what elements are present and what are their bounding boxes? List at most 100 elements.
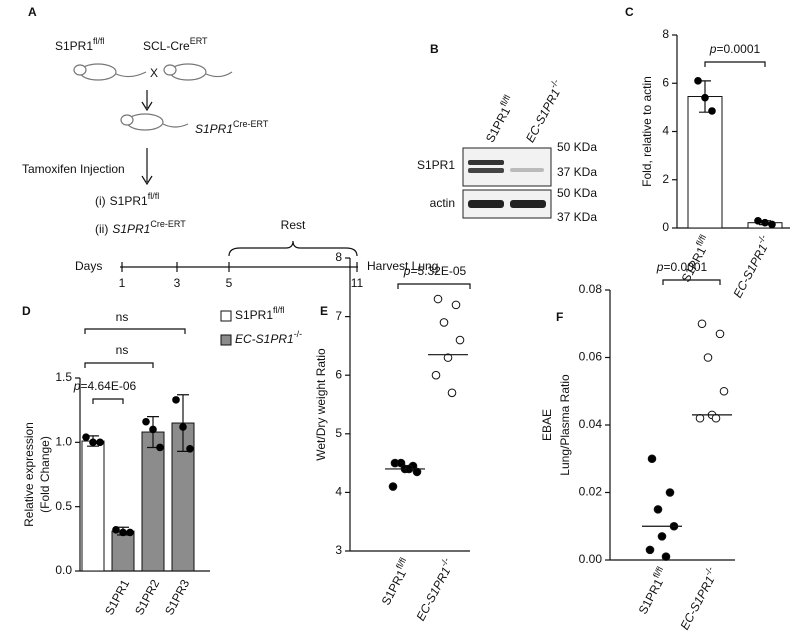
data-point [665,488,675,497]
y-tick-label: 2 [662,172,669,186]
y-axis-title: Relative expression [22,422,36,527]
mouse-icon [163,63,233,81]
superscript: -/- [439,556,452,568]
data-point [455,335,465,345]
data-point [149,425,157,434]
data-point [708,107,716,115]
data-point [715,329,725,339]
x-tick-label: S1PR1 [102,577,132,617]
annotation: p=0.0001 [709,42,761,56]
data-point [701,93,709,102]
annotation: ns [116,343,129,357]
x-tick-label: S1PR3 [162,577,192,617]
y-tick-label: 7 [335,309,342,323]
text-part: p [656,260,664,274]
data-point [694,77,702,85]
data-point [388,482,398,491]
data-point [661,552,671,561]
superscript: Cre-ERT [233,119,269,129]
panel-label: D [22,304,31,318]
text-part: p [709,42,717,56]
data-point [186,444,194,453]
end-label: Harvest Lung [367,259,438,273]
day-label: 3 [174,276,181,290]
band [468,168,504,173]
data-point [451,300,461,310]
superscript: -/- [756,233,769,245]
bar [81,440,105,572]
y-tick-label: 0.5 [55,499,72,513]
data-point [156,443,164,452]
y-tick-label: 1.5 [55,370,72,384]
text-part: =0.0001 [716,42,760,56]
significance-bracket [662,279,721,285]
text-part: S1PR3 [162,577,192,617]
timeline-label: Days [75,259,102,273]
day-label: 11 [351,276,364,290]
data-point [433,294,443,304]
mouse-icon [120,113,189,131]
y-tick-label: 0 [662,220,669,234]
genotype-label: S1PR1Cre-ERT [195,119,269,136]
y-tick-label: 1.0 [55,435,72,449]
band [510,168,544,172]
data-point [96,438,104,447]
text-part: S1PR1 [110,194,148,208]
lane-label: EC-S1PR1-/- [521,78,567,145]
bar [141,431,165,572]
error-bar [177,394,189,452]
data-point [447,388,457,398]
data-point [768,220,776,229]
panel-label: B [430,42,439,56]
text-part: S1PR1 [55,39,93,53]
group-label: (ii) S1PR1Cre-ERT [95,219,186,236]
legend-swatch [220,310,232,322]
marker-label: 50 KDa [557,140,597,154]
text-part: p [73,379,81,393]
data-point [82,433,90,441]
y-tick-label: 0.02 [579,485,603,499]
data-point [703,353,713,362]
bar [111,530,135,572]
y-axis-title: EBAE [540,409,554,441]
data-point [172,396,180,404]
text-part: S1PR1 [235,308,273,322]
band [468,200,504,208]
row-label: S1PR1 [417,158,455,172]
genotype-label: S1PR1fl/fl [55,36,105,53]
x-tick-label: EC-S1PR1-/- [411,556,457,623]
data-point [761,218,769,227]
mouse-icon [73,63,147,81]
text-part: (i) [95,194,106,208]
data-point [647,454,657,464]
day-label: 5 [226,276,233,290]
y-tick-label: 3 [335,543,342,557]
text-part: S1PR1 [195,122,233,136]
text-part: EC-S1PR1 [523,87,563,145]
y-axis-title: Fold, relative to actin [640,76,654,187]
text-part: =4.64E-06 [80,379,136,393]
text-part: =5.32E-05 [410,264,466,278]
panel-label: C [625,5,634,19]
data-point [431,370,441,380]
text-part: S1PR1 [102,577,132,617]
day-label: 1 [119,276,126,290]
significance-bracket [84,362,154,368]
brace [228,240,358,257]
data-point [754,216,762,225]
treatment-label: Tamoxifen Injection [22,162,125,176]
data-point [695,413,705,423]
genotype-label: SCL-CreERT [143,36,208,53]
superscript: fl/fl [694,233,708,248]
data-point [697,319,707,329]
timeline-ticks [121,262,358,272]
data-point [142,417,150,426]
arrow [141,148,153,186]
y-tick-label: 8 [662,27,669,41]
data-point [119,528,127,537]
x-tick-label: S1PR1fl/fl [376,556,414,608]
text-part: SCL-Cre [143,39,190,53]
text-part: =0.0001 [663,260,707,274]
significance-bracket [704,61,766,67]
